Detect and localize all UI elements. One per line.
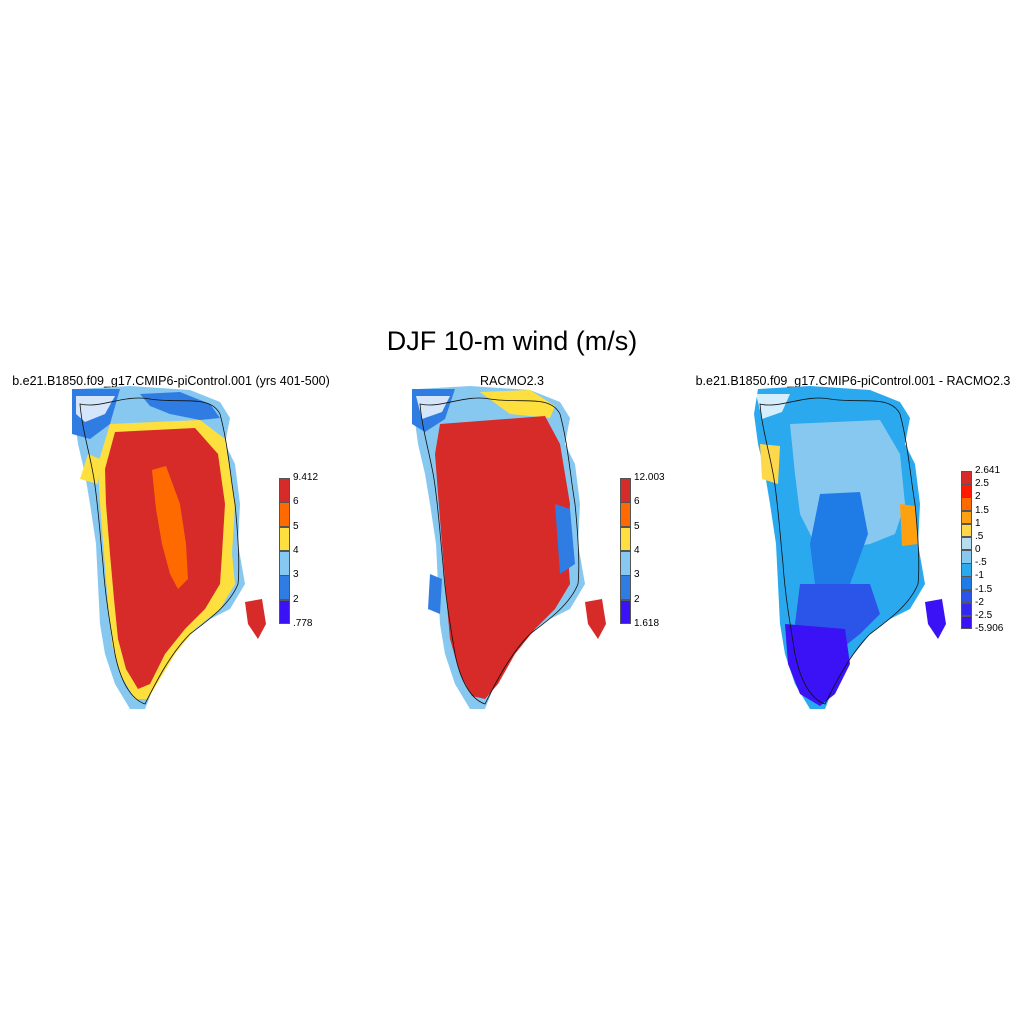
colorbar-label: 12.003 bbox=[634, 472, 665, 483]
colorbar-label: 1.5 bbox=[975, 504, 989, 516]
colorbar-swatch bbox=[620, 575, 631, 601]
colorbar-label: 4 bbox=[634, 545, 640, 556]
coastline bbox=[759, 397, 920, 705]
colorbar-label: 1.618 bbox=[634, 618, 660, 629]
colorbar-label: -2.5 bbox=[975, 609, 993, 621]
colorbar-label: 4 bbox=[293, 545, 299, 556]
colorbar-swatch bbox=[961, 563, 972, 577]
greenland-wind-difference-field bbox=[754, 386, 946, 709]
colorbar-swatch bbox=[279, 478, 290, 503]
colorbar-label: 2.641 bbox=[975, 465, 1001, 476]
colorbar-swatch bbox=[961, 589, 972, 604]
colorbar-swatch bbox=[961, 471, 972, 485]
colorbar-label: 2.5 bbox=[975, 478, 989, 490]
panel-title-model: b.e21.B1850.f09_g17.CMIP6-piControl.001 … bbox=[12, 374, 330, 388]
colorbar-swatch bbox=[961, 536, 972, 551]
colorbar-swatch bbox=[279, 599, 290, 625]
colorbar-swatch bbox=[961, 510, 972, 525]
colorbar-label: 9.412 bbox=[293, 472, 319, 483]
colorbar-label: .5 bbox=[975, 530, 984, 542]
colorbar-swatch bbox=[620, 551, 631, 576]
colorbar-label: 3 bbox=[293, 569, 299, 581]
colorbar-swatch bbox=[961, 523, 972, 538]
colorbar-swatch bbox=[961, 550, 972, 564]
colorbar-swatch bbox=[620, 502, 631, 528]
greenland-wind-field-racmo bbox=[412, 386, 606, 709]
colorbar-label: 2 bbox=[975, 491, 981, 503]
colorbar-label: -5.906 bbox=[975, 623, 1004, 634]
colorbar-label: 5 bbox=[293, 520, 299, 532]
colorbar-label: -1.5 bbox=[975, 583, 993, 595]
colorbar-label: -2 bbox=[975, 596, 984, 608]
figure-title: DJF 10-m wind (m/s) bbox=[386, 326, 638, 356]
colorbar-label: 3 bbox=[634, 569, 640, 581]
panel-title-difference: b.e21.B1850.f09_g17.CMIP6-piControl.001 … bbox=[695, 374, 1011, 388]
greenland-wind-field-model bbox=[72, 386, 266, 709]
colorbar-swatch bbox=[279, 575, 290, 601]
colorbar-label: 6 bbox=[293, 496, 299, 508]
colorbar-label: 2 bbox=[293, 593, 299, 605]
colorbar-label: 0 bbox=[975, 544, 981, 555]
colorbar-swatch bbox=[961, 497, 972, 511]
colorbar-swatch bbox=[279, 526, 290, 552]
colorbar-swatch bbox=[961, 602, 972, 617]
colorbar-swatch bbox=[620, 599, 631, 625]
colorbar-swatch bbox=[279, 551, 290, 576]
coastline bbox=[79, 397, 240, 705]
colorbar-swatch bbox=[620, 478, 631, 503]
colorbar-label: .778 bbox=[293, 618, 313, 629]
colorbar-swatch bbox=[279, 502, 290, 528]
panel-title-racmo: RACMO2.3 bbox=[480, 374, 544, 388]
coastline bbox=[419, 397, 580, 705]
colorbar-label: 5 bbox=[634, 520, 640, 532]
colorbar-label: 2 bbox=[634, 593, 640, 605]
colorbar-label: -1 bbox=[975, 570, 984, 582]
colorbar-swatch bbox=[961, 484, 972, 498]
map-difference bbox=[754, 386, 946, 709]
colorbar-swatch bbox=[961, 615, 972, 630]
colorbar-swatch bbox=[620, 526, 631, 552]
map-racmo-wind bbox=[412, 386, 606, 709]
colorbar-label: -.5 bbox=[975, 557, 987, 569]
map-model-wind bbox=[72, 386, 266, 709]
colorbar-label: 6 bbox=[634, 496, 640, 508]
colorbar-label: 1 bbox=[975, 517, 981, 529]
colorbar-swatch bbox=[961, 576, 972, 590]
